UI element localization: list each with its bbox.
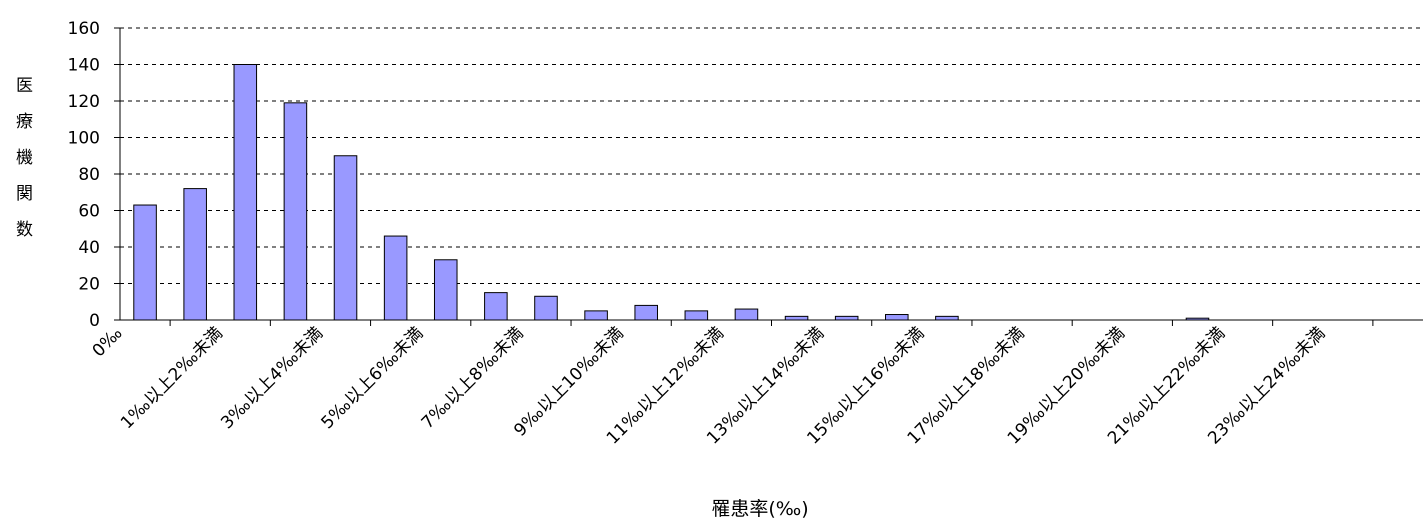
- x-tick-label: 3‰以上4‰未満: [217, 323, 327, 433]
- bar: [383, 235, 408, 321]
- x-tick-label: 5‰以上6‰未満: [317, 323, 427, 433]
- y-tick-label: 20: [78, 275, 100, 295]
- y-tick-label: 40: [78, 238, 100, 258]
- y-tick-label: 100: [68, 129, 100, 149]
- bar: [484, 292, 508, 321]
- bar: [534, 295, 558, 321]
- bar: [684, 310, 709, 321]
- bar: [634, 304, 658, 321]
- y-tick-label: 160: [68, 19, 100, 39]
- bar: [333, 155, 358, 321]
- bar: [1185, 317, 1210, 321]
- y-tick-label: 80: [78, 165, 100, 185]
- bar: [133, 204, 157, 321]
- bar: [283, 102, 308, 321]
- y-tick-label: 0: [89, 311, 100, 331]
- x-tick-label: 9‰以上10‰未満: [510, 323, 627, 440]
- bar: [183, 188, 207, 321]
- bar: [233, 64, 258, 321]
- bar: [834, 315, 859, 321]
- x-tick-label: 1‰以上2‰未満: [117, 323, 227, 433]
- bar: [885, 314, 909, 321]
- bar: [433, 259, 458, 321]
- x-axis-label: 罹患率(‰): [711, 498, 808, 520]
- y-tick-label: 60: [78, 202, 100, 222]
- x-tick-label: 7‰以上8‰未満: [418, 323, 528, 433]
- y-tick-label: 140: [68, 56, 100, 76]
- y-tick-label: 120: [68, 92, 100, 112]
- bar: [584, 310, 608, 321]
- bar: [734, 308, 759, 321]
- bar: [784, 315, 809, 321]
- y-axis-label: 医療機関数: [12, 76, 32, 256]
- bar: [935, 315, 959, 321]
